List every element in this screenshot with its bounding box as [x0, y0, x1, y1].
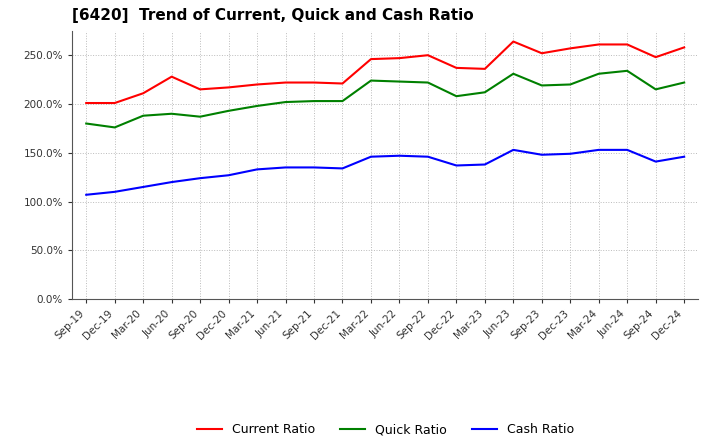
Quick Ratio	[253, 103, 261, 109]
Cash Ratio	[509, 147, 518, 153]
Cash Ratio	[566, 151, 575, 156]
Current Ratio	[338, 81, 347, 86]
Legend: Current Ratio, Quick Ratio, Cash Ratio: Current Ratio, Quick Ratio, Cash Ratio	[192, 418, 579, 440]
Quick Ratio	[680, 80, 688, 85]
Line: Cash Ratio: Cash Ratio	[86, 150, 684, 195]
Quick Ratio	[480, 90, 489, 95]
Quick Ratio	[509, 71, 518, 77]
Current Ratio	[509, 39, 518, 44]
Cash Ratio	[537, 152, 546, 158]
Cash Ratio	[282, 165, 290, 170]
Current Ratio	[82, 100, 91, 106]
Quick Ratio	[595, 71, 603, 77]
Cash Ratio	[623, 147, 631, 153]
Cash Ratio	[253, 167, 261, 172]
Cash Ratio	[139, 184, 148, 190]
Quick Ratio	[225, 108, 233, 114]
Current Ratio	[452, 65, 461, 70]
Current Ratio	[537, 51, 546, 56]
Quick Ratio	[82, 121, 91, 126]
Cash Ratio	[480, 162, 489, 167]
Current Ratio	[395, 55, 404, 61]
Quick Ratio	[167, 111, 176, 117]
Cash Ratio	[452, 163, 461, 168]
Quick Ratio	[452, 94, 461, 99]
Quick Ratio	[196, 114, 204, 119]
Quick Ratio	[423, 80, 432, 85]
Current Ratio	[595, 42, 603, 47]
Quick Ratio	[566, 82, 575, 87]
Cash Ratio	[167, 180, 176, 185]
Cash Ratio	[652, 159, 660, 164]
Cash Ratio	[82, 192, 91, 198]
Line: Current Ratio: Current Ratio	[86, 41, 684, 103]
Cash Ratio	[595, 147, 603, 153]
Cash Ratio	[338, 166, 347, 171]
Current Ratio	[196, 87, 204, 92]
Current Ratio	[623, 42, 631, 47]
Current Ratio	[480, 66, 489, 72]
Quick Ratio	[652, 87, 660, 92]
Cash Ratio	[196, 176, 204, 181]
Quick Ratio	[623, 68, 631, 73]
Quick Ratio	[282, 99, 290, 105]
Cash Ratio	[395, 153, 404, 158]
Cash Ratio	[225, 172, 233, 178]
Current Ratio	[566, 46, 575, 51]
Cash Ratio	[366, 154, 375, 159]
Quick Ratio	[338, 99, 347, 104]
Current Ratio	[282, 80, 290, 85]
Line: Quick Ratio: Quick Ratio	[86, 71, 684, 128]
Quick Ratio	[139, 113, 148, 118]
Current Ratio	[110, 100, 119, 106]
Quick Ratio	[537, 83, 546, 88]
Cash Ratio	[110, 189, 119, 194]
Current Ratio	[680, 45, 688, 50]
Current Ratio	[167, 74, 176, 79]
Current Ratio	[139, 91, 148, 96]
Quick Ratio	[110, 125, 119, 130]
Current Ratio	[310, 80, 318, 85]
Text: [6420]  Trend of Current, Quick and Cash Ratio: [6420] Trend of Current, Quick and Cash …	[72, 7, 474, 23]
Cash Ratio	[310, 165, 318, 170]
Current Ratio	[253, 82, 261, 87]
Current Ratio	[366, 56, 375, 62]
Current Ratio	[225, 85, 233, 90]
Cash Ratio	[423, 154, 432, 159]
Cash Ratio	[680, 154, 688, 159]
Quick Ratio	[395, 79, 404, 84]
Current Ratio	[652, 55, 660, 60]
Quick Ratio	[366, 78, 375, 83]
Quick Ratio	[310, 99, 318, 104]
Current Ratio	[423, 52, 432, 58]
